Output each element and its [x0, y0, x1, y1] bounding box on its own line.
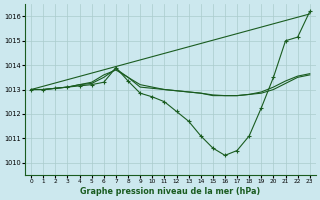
- X-axis label: Graphe pression niveau de la mer (hPa): Graphe pression niveau de la mer (hPa): [80, 187, 260, 196]
